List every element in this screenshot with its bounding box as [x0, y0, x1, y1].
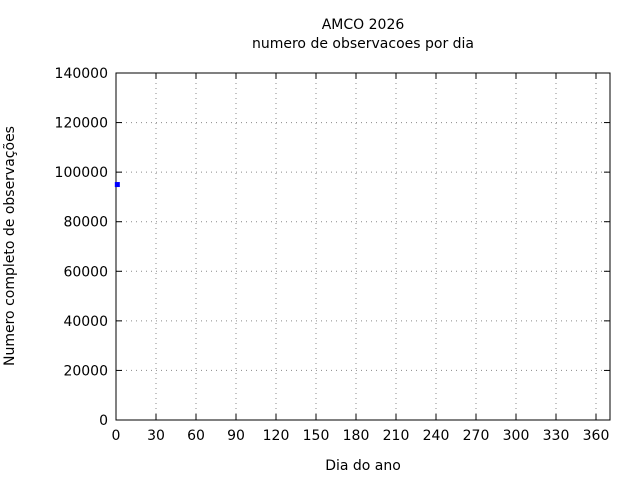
y-tick-label: 100000: [55, 165, 108, 181]
y-tick-label: 140000: [55, 66, 108, 82]
data-point: [114, 182, 120, 188]
y-tick-label: 20000: [63, 363, 108, 379]
x-tick-label: 30: [147, 428, 165, 444]
y-tick-label: 60000: [63, 264, 108, 280]
x-tick-label: 270: [463, 428, 490, 444]
x-tick-label: 90: [227, 428, 245, 444]
x-tick-label: 0: [112, 428, 121, 444]
plot-frame: [115, 72, 611, 421]
y-tick-label: 40000: [63, 314, 108, 330]
chart-subtitle: numero de observacoes por dia: [251, 36, 475, 52]
y-tick-label: 120000: [55, 116, 108, 132]
x-tick-label: 330: [543, 428, 570, 444]
x-tick-label: 180: [343, 428, 370, 444]
y-tick-label: 0: [99, 413, 108, 429]
y-tick-label: 80000: [63, 215, 108, 231]
x-tick-label: 360: [583, 428, 610, 444]
x-tick-label: 60: [187, 428, 205, 444]
x-tick-label: 300: [503, 428, 530, 444]
chart-title: AMCO 2026: [321, 17, 405, 33]
x-tick-label: 240: [423, 428, 450, 444]
x-tick-label: 210: [383, 428, 410, 444]
x-axis-label: Dia do ano: [325, 458, 401, 474]
x-tick-label: 120: [263, 428, 290, 444]
x-tick-label: 150: [303, 428, 330, 444]
